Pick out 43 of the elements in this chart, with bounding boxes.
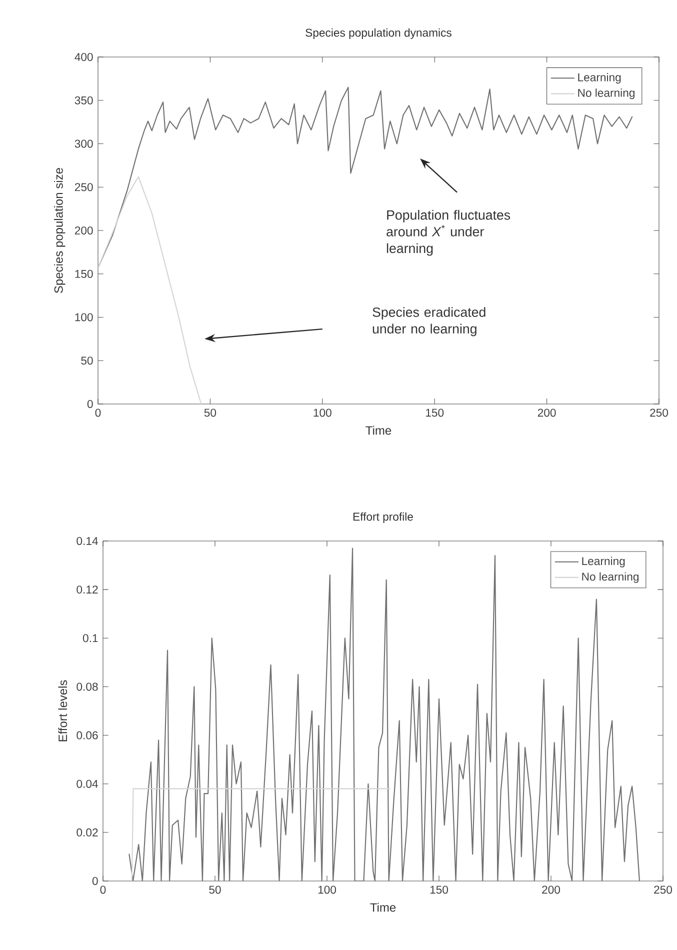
x-tick-label: 50 [209,886,221,894]
y-tick-label: 0.06 [76,731,98,740]
x-tick-label: 200 [542,886,560,894]
x-axis-title: Time [366,426,392,435]
y-tick-label: 250 [74,183,93,192]
x-tick-label: 50 [204,408,216,417]
y-tick-label: 0.1 [83,634,98,642]
line-series [98,86,633,268]
x-tick-label: 150 [426,408,444,417]
y-tick-label: 400 [74,52,93,62]
y-tick-label: 300 [74,140,93,148]
x-tick-label: 100 [318,886,336,894]
x-tick-label: 200 [538,408,556,417]
chart-title: Effort profile [354,512,413,523]
x-tick-label: 100 [314,408,332,417]
y-tick-label: 100 [75,313,93,322]
y-tick-label: 0.04 [76,780,98,788]
y-tick-label: 150 [75,270,93,278]
y-tick-label: 0.02 [76,828,98,836]
chart-title: Species population dynamics [306,28,452,39]
x-tick-label: 250 [654,886,672,894]
x-axis-title: Time [370,902,396,912]
legend-label: No learning [578,88,635,100]
x-tick-label: 250 [650,408,668,417]
x-tick-label: 0 [100,886,106,894]
legend-label: Learning [582,556,625,568]
y-tick-label: 200 [74,226,93,235]
y-tick-label: 0.14 [76,536,98,545]
line-series [128,548,640,881]
y-tick-label: 0.08 [76,682,98,691]
x-tick-label: 150 [430,886,448,894]
annotation: Species eradicated under no learning [372,307,486,336]
y-tick-label: 0 [92,876,98,885]
y-tick-label: 350 [74,96,93,104]
y-tick-label: 0.12 [76,586,98,594]
y-axis-title: Species population size [54,168,66,293]
y-tick-label: 0 [87,400,93,408]
legend-label: Learning [578,73,621,84]
y-tick-label: 50 [81,356,93,365]
legend-label: No learning [582,572,639,583]
y-axis-title: Effort levels [58,680,68,742]
line-series [98,176,202,404]
text: Population fluctuates around X$^{*}$ under learning [386,210,510,256]
